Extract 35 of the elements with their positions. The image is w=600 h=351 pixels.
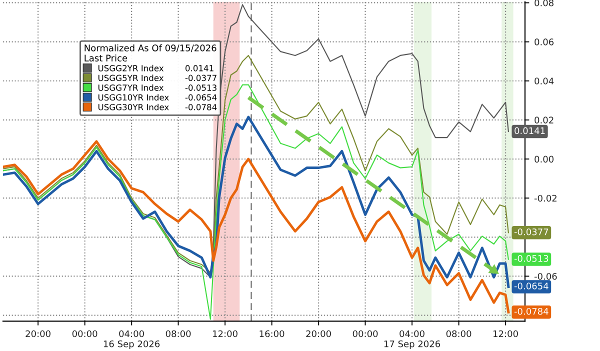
x-tick-label: 04:00 17 Sep 2026 xyxy=(384,330,440,350)
text: -0.0377 xyxy=(185,74,216,82)
x-tick-label: 04:00 16 Sep 2026 xyxy=(104,330,160,350)
legend-label: USGG5YR Index xyxy=(98,74,164,82)
text: -0.0513 xyxy=(185,84,216,91)
data-label: -0.0784 xyxy=(514,308,548,315)
x-tick-label: 20:00 xyxy=(26,330,50,338)
x-tick-label: 20:00 xyxy=(306,330,331,338)
line-series xyxy=(3,54,509,273)
y-tick-label: -0.06 xyxy=(534,272,557,280)
y-tick-label: 0.06 xyxy=(534,38,554,46)
legend-label: USGG7YR Index xyxy=(98,84,164,91)
legend-label: USGG30YR Index xyxy=(98,104,169,110)
data-label: -0.0377 xyxy=(514,228,548,236)
line-series xyxy=(3,84,509,320)
legend-label: USGG10YR Index xyxy=(98,94,169,101)
x-tick-label: 00:00 xyxy=(352,330,378,338)
x-tick-label: 08:00 xyxy=(166,330,191,338)
x-tick-label: 16:00 xyxy=(260,330,284,338)
text: -0.0784 xyxy=(185,104,217,110)
data-label: -0.0654 xyxy=(514,282,548,290)
x-tick-label: 12:00 xyxy=(213,330,238,338)
legend-label: USGG2YR Index xyxy=(98,64,164,72)
text: -0.0654 xyxy=(185,94,217,101)
x-tick-label: 12:00 xyxy=(494,330,518,338)
x-tick-label: 08:00 xyxy=(446,330,472,338)
data-label: 0.0141 xyxy=(514,127,545,134)
data-label: -0.0513 xyxy=(514,255,548,262)
y-tick-label: 0.04 xyxy=(534,78,554,84)
y-tick-label: 0.02 xyxy=(534,116,554,124)
x-tick-label: 00:00 xyxy=(72,330,98,338)
y-tick-label: 0.00 xyxy=(534,156,554,163)
text: 0.0141 xyxy=(186,65,214,72)
legend-title: Normalized As Of 09/15/2026 Last Price xyxy=(84,44,216,62)
y-tick-label: -0.02 xyxy=(534,194,556,202)
